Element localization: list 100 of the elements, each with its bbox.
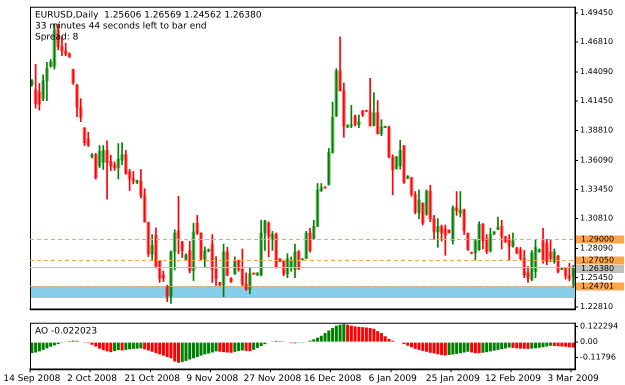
bar <box>530 342 534 349</box>
bar <box>200 342 203 356</box>
bar <box>488 342 492 352</box>
bar <box>106 342 109 352</box>
bar <box>518 342 522 349</box>
annotation: EURUSD,Daily 1.25606 1.26569 1.24562 1.26380 <box>35 10 262 21</box>
bar <box>184 342 188 361</box>
y-tick-label: 1.41450 <box>580 96 614 106</box>
bar <box>522 342 526 349</box>
y-tick-label: 1.22810 <box>580 302 614 311</box>
bar <box>380 333 383 342</box>
bar <box>526 342 530 349</box>
bar <box>132 342 135 349</box>
bar <box>515 342 518 348</box>
bar <box>143 342 146 350</box>
bar <box>218 342 222 352</box>
y-tick-label: 0.00 <box>580 337 598 346</box>
bar <box>196 342 199 357</box>
bar <box>346 324 350 342</box>
bar <box>158 342 162 354</box>
x-tick-label: 3 Mar 2009 <box>547 374 600 384</box>
bar <box>45 342 48 348</box>
x-tick-label: 14 Sep 2008 <box>3 374 61 384</box>
bar <box>508 342 511 348</box>
x-tick-label: 9 Nov 2008 <box>186 374 239 384</box>
bar <box>222 342 226 352</box>
bar <box>470 342 474 352</box>
y-tick-label: 1.33450 <box>580 184 614 194</box>
bar <box>474 342 477 354</box>
bar <box>316 338 320 342</box>
bar <box>256 342 259 348</box>
bar <box>414 342 417 349</box>
bar <box>444 342 447 356</box>
bar <box>361 327 364 342</box>
bar <box>146 342 150 351</box>
bar <box>49 342 52 347</box>
bar <box>342 324 346 342</box>
bar <box>436 342 440 354</box>
bar <box>462 342 466 352</box>
bar <box>214 342 218 352</box>
bar <box>542 342 545 348</box>
bar <box>116 342 120 350</box>
bar <box>237 342 240 352</box>
bar <box>128 342 132 350</box>
annotation: AO -0.022023 <box>35 326 98 337</box>
bar <box>357 326 360 342</box>
bar <box>124 342 128 350</box>
bar <box>244 342 248 351</box>
bar <box>451 342 454 355</box>
bar <box>331 328 334 342</box>
bar <box>572 342 575 348</box>
bar <box>455 342 458 354</box>
bar <box>38 342 41 352</box>
ref-line-label: 1.24701 <box>581 282 614 291</box>
bar <box>384 336 387 342</box>
y-tick-label: 1.25450 <box>580 272 614 282</box>
bar <box>448 342 451 356</box>
y-tick-label: 1.28090 <box>580 244 614 253</box>
bar <box>154 342 158 354</box>
bar <box>139 342 142 348</box>
bar <box>42 342 45 350</box>
bar <box>166 342 169 357</box>
y-tick-label: 1.44090 <box>580 67 614 76</box>
y-tick-label: 1.30810 <box>580 214 614 223</box>
bar <box>496 342 500 350</box>
ref-line-label: 1.29000 <box>581 234 614 244</box>
bar <box>136 342 139 349</box>
bar <box>545 342 548 347</box>
bar <box>552 342 556 346</box>
bar <box>52 342 56 346</box>
bar <box>233 342 236 352</box>
bar <box>102 342 105 350</box>
y-tick-label: 1.38810 <box>580 125 614 134</box>
bar <box>150 342 154 352</box>
y-tick-label: 0.122294 <box>580 321 618 330</box>
bar <box>180 342 184 362</box>
bar <box>500 342 504 350</box>
bar <box>418 342 421 350</box>
bar <box>34 342 38 352</box>
y-tick-label: 1.49450 <box>580 8 614 17</box>
x-tick-label: 25 Jan 2009 <box>426 374 480 384</box>
bar <box>504 342 507 348</box>
bar <box>376 331 380 342</box>
bar <box>387 338 390 342</box>
bar <box>364 327 368 342</box>
bar <box>334 326 338 342</box>
bar <box>354 326 357 342</box>
bar <box>248 342 252 352</box>
bar <box>372 328 376 342</box>
bar <box>564 342 568 347</box>
bar <box>324 333 327 342</box>
bar <box>478 342 481 354</box>
y-tick-label: 1.36090 <box>580 155 614 164</box>
x-tick-label: 16 Dec 2008 <box>304 374 362 384</box>
bar <box>568 342 571 348</box>
ref-line-label: 1.26380 <box>581 264 614 274</box>
bar <box>368 328 372 342</box>
bar <box>320 336 323 342</box>
bar <box>173 342 176 362</box>
bar <box>466 342 470 352</box>
